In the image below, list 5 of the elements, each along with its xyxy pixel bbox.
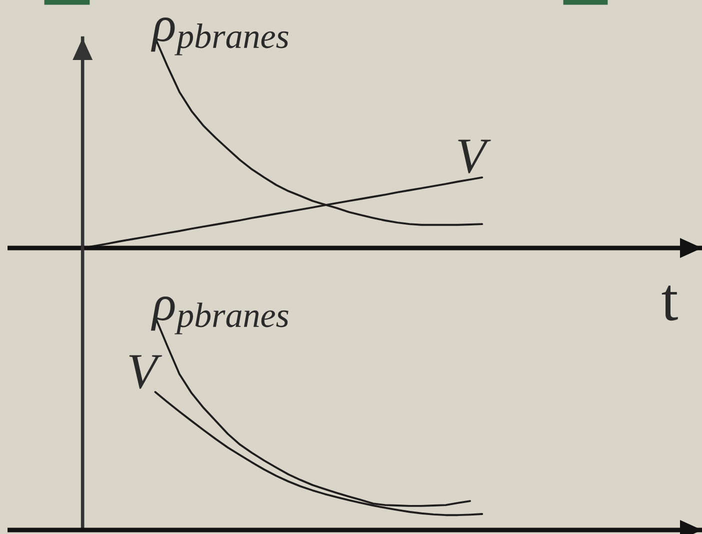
series-label: ρ$_{pbranes}$ xyxy=(150,296,288,334)
x-axis-title: t xyxy=(662,286,678,321)
series-label: V xyxy=(129,355,162,389)
series-label: ρ$_{pbranes}$ xyxy=(150,18,288,56)
series-label: V xyxy=(458,140,491,174)
